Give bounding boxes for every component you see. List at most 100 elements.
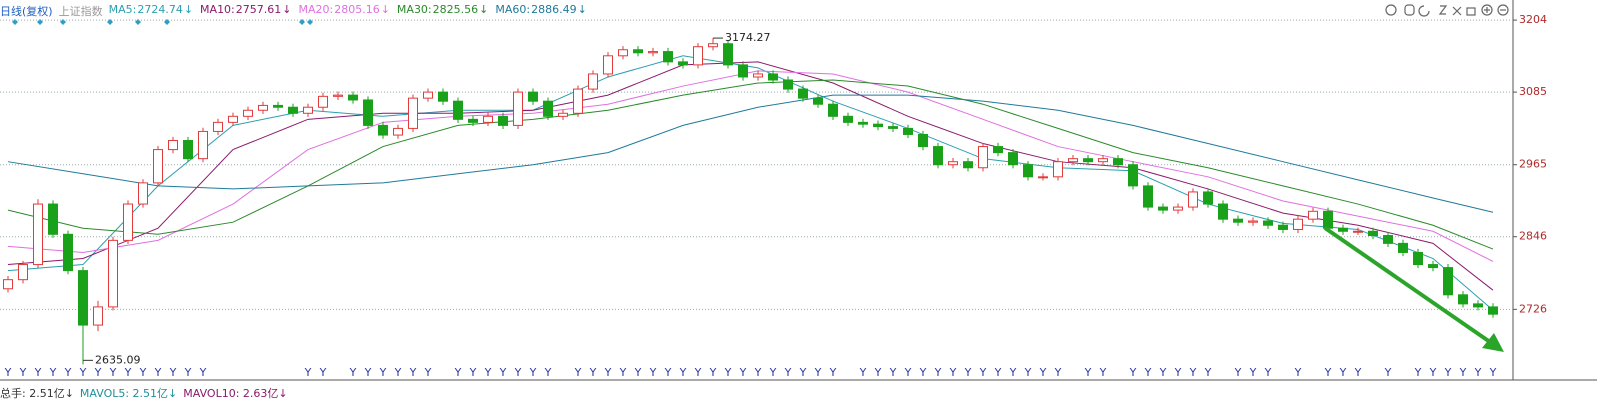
candle-body [3,279,13,290]
candle-body [1413,251,1423,266]
ma-line [7,61,1494,291]
day-marker: Y [364,366,372,379]
cross-button[interactable] [1452,6,1462,16]
ma-label: MA60: [495,3,531,16]
candle-body [78,270,88,326]
day-marker: Y [739,366,747,379]
day-marker: Y [544,366,552,379]
ma-legend: MA10:2757.61↓ [200,3,292,19]
day-marker: Y [664,366,672,379]
lock-button[interactable] [1466,7,1476,16]
period-label: 日线(复权) [0,5,53,18]
day-marker: Y [784,366,792,379]
day-marker: Y [499,366,507,379]
day-marker: Y [889,366,897,379]
y-tick-label: 3204 [1519,13,1547,26]
candle-body [1353,230,1363,233]
y-tick-label: 2846 [1519,230,1547,243]
candle-body [513,91,523,126]
candle-body [978,146,988,169]
hand-button[interactable] [1404,4,1415,16]
draw-button[interactable] [1438,5,1448,15]
ma-label: MA30: [396,3,432,16]
zoom-in-button[interactable] [1481,4,1493,16]
ma-line [7,94,1494,213]
day-marker: Y [1039,366,1047,379]
day-marker: Y [304,366,312,379]
ma-legend: MA30:2825.56↓ [397,3,489,19]
candle-body [183,140,193,160]
candle-body [1218,203,1228,220]
day-marker: Y [904,366,912,379]
candle-body [918,133,928,148]
candle-body [1263,220,1273,226]
day-marker: Y [1354,366,1362,379]
candle-body [963,161,973,169]
event-diamond[interactable] [37,19,43,25]
day-marker: Y [649,366,657,379]
ma-label: MA20: [298,3,334,16]
candle-body [1008,152,1018,166]
event-diamond[interactable] [12,19,18,25]
candle-body [333,94,343,97]
candle-body [228,115,238,123]
ma-legend: MA20:2805.16↓ [298,3,390,19]
candle-body [48,203,58,235]
event-diamond[interactable] [164,19,170,25]
day-marker: Y [874,366,882,379]
candle-body [1278,224,1288,230]
candle-body [1458,294,1468,305]
candle-body [1383,235,1393,244]
event-diamond[interactable] [60,19,66,25]
candle-body [828,103,838,117]
ma-legend: MA60:2886.49↓ [495,3,587,19]
candle-body [543,100,553,117]
candle-body [1488,306,1498,315]
candle-body [1293,218,1303,230]
candle-body [1338,227,1348,232]
ma-trend: ↓ [282,3,292,16]
candle-body [618,49,628,57]
day-marker: Y [1144,366,1152,379]
ma-trend: ↓ [479,3,489,16]
candle-body [888,126,898,129]
candle-body [708,43,718,48]
day-marker: Y [919,366,927,379]
zoom-out-button[interactable] [1497,4,1509,16]
event-diamond[interactable] [135,19,141,25]
day-marker: Y [574,366,582,379]
candle-body [1158,206,1168,211]
day-marker: Y [1264,366,1272,379]
candle-body [468,118,478,123]
day-marker: Y [1234,366,1242,379]
day-marker: Y [184,366,192,379]
candle-body [408,97,418,129]
candle-body [723,43,733,66]
candle-body [1398,242,1408,253]
day-marker: Y [859,366,867,379]
event-diamond[interactable] [307,19,313,25]
candle-body [783,79,793,90]
undo-button[interactable] [1418,5,1430,17]
candle-body [1038,176,1048,179]
event-diamond[interactable] [107,19,113,25]
candle-body [1233,218,1243,223]
day-marker: Y [769,366,777,379]
candle-body [1023,164,1033,178]
candle-body [603,55,613,75]
day-marker: Y [109,366,117,379]
event-diamond[interactable] [299,19,305,25]
day-marker: Y [124,366,132,379]
symbol-label: 上证指数 [58,5,103,18]
day-marker: Y [169,366,177,379]
view-button[interactable] [1385,4,1397,16]
day-marker: Y [319,366,327,379]
candle-body [1323,210,1333,229]
candle-body [693,46,703,66]
candle-body [573,88,583,114]
day-marker: Y [349,366,357,379]
candle-body [168,140,178,151]
candle-body [273,104,283,108]
